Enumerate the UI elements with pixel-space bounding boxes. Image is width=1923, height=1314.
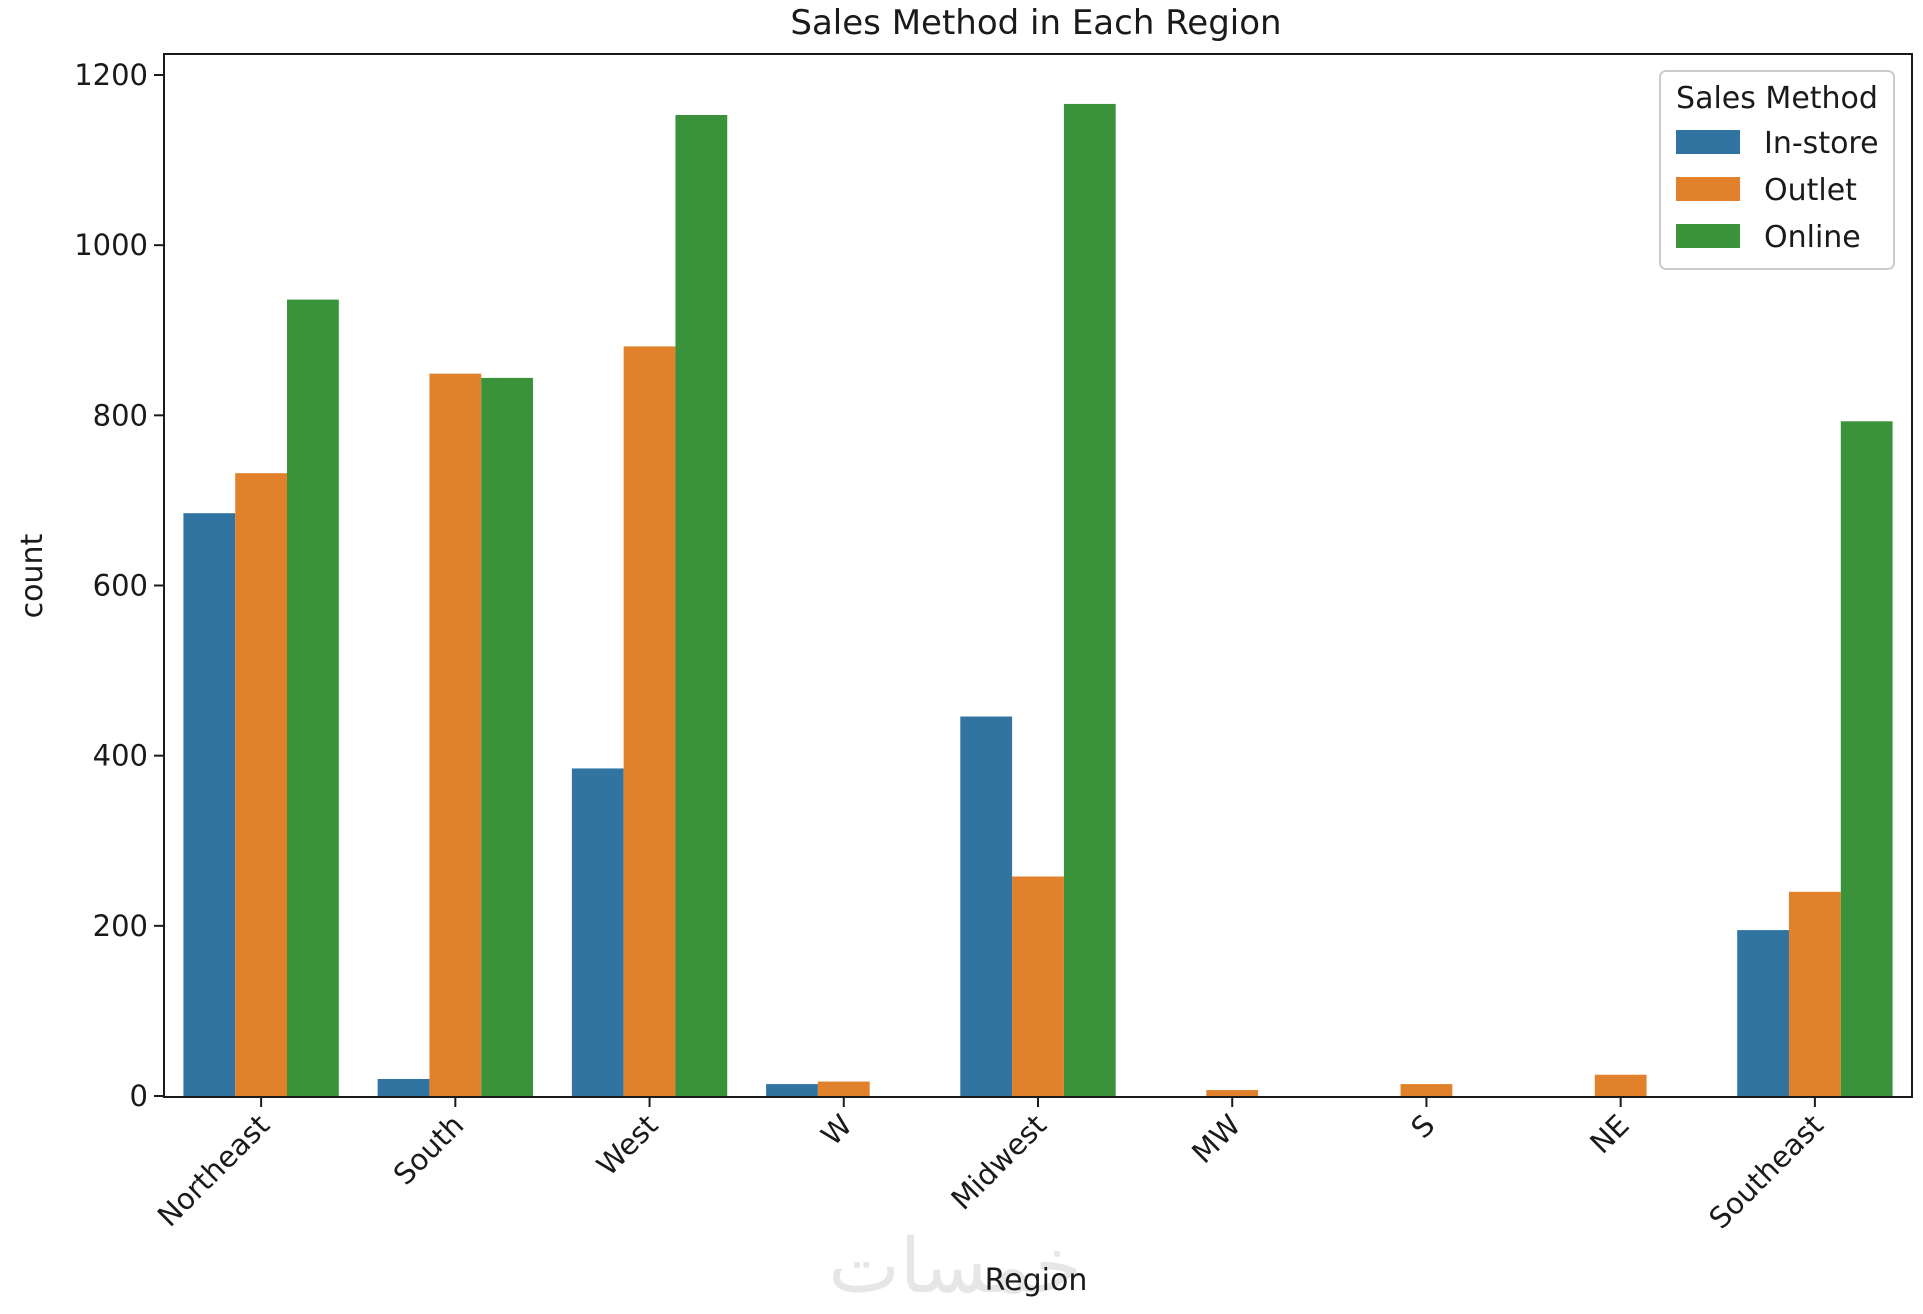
bar-outlet-ne xyxy=(1594,1074,1647,1096)
bar-online-west xyxy=(675,114,728,1097)
legend: Sales Method In-store Outlet Online xyxy=(1659,70,1895,270)
bar-in-store-northeast xyxy=(183,513,236,1096)
bar-online-southeast xyxy=(1840,421,1893,1096)
x-tick-label: NE xyxy=(1583,1108,1635,1160)
legend-box xyxy=(1659,70,1895,270)
bar-online-midwest xyxy=(1063,103,1116,1097)
legend-label: In-store xyxy=(1764,126,1879,161)
bar-outlet-northeast xyxy=(235,473,287,1096)
plot-frame xyxy=(163,53,1913,1098)
y-tick-label: 400 xyxy=(93,739,148,773)
y-tick-label: 0 xyxy=(130,1079,148,1113)
y-axis-label: count xyxy=(15,533,50,618)
bar-outlet-mw xyxy=(1206,1090,1259,1096)
bar-in-store-south xyxy=(377,1078,430,1096)
legend-label: Online xyxy=(1764,220,1861,255)
x-axis: Northeast South West W Midwest MW S NE Southeast xyxy=(151,1097,1830,1235)
y-tick-label: 200 xyxy=(93,909,148,943)
legend-swatch xyxy=(1676,177,1740,201)
bar-online-northeast xyxy=(287,299,339,1096)
legend-title: Sales Method xyxy=(1676,81,1878,116)
bar-outlet-w xyxy=(817,1081,870,1096)
y-tick-label: 1200 xyxy=(74,58,148,92)
bar-outlet-southeast xyxy=(1788,891,1841,1096)
legend-swatch xyxy=(1676,224,1740,248)
bar-in-store-southeast xyxy=(1737,930,1789,1096)
bar-in-store-w xyxy=(766,1084,818,1096)
bar-outlet-south xyxy=(429,373,482,1096)
x-tick-label: Midwest xyxy=(944,1108,1053,1217)
legend-label: Outlet xyxy=(1764,173,1857,208)
bar-online-south xyxy=(481,377,534,1096)
y-tick-label: 800 xyxy=(93,398,148,432)
x-tick-label: South xyxy=(387,1108,471,1192)
legend-swatch xyxy=(1676,130,1740,154)
chart-title: Sales Method in Each Region xyxy=(790,3,1281,43)
x-axis-label: Region xyxy=(985,1263,1088,1298)
x-tick-label: West xyxy=(590,1108,664,1182)
x-tick-label: Southeast xyxy=(1702,1108,1830,1236)
x-tick-label: MW xyxy=(1185,1108,1247,1170)
watermark: خمسات xyxy=(828,1221,1081,1310)
bar-outlet-s xyxy=(1400,1084,1453,1096)
x-tick-label: Northeast xyxy=(151,1108,276,1233)
y-tick-label: 1000 xyxy=(74,228,148,262)
x-tick-label: W xyxy=(814,1108,858,1152)
bar-outlet-midwest xyxy=(1012,876,1064,1096)
bar-in-store-west xyxy=(571,768,624,1096)
legend-items: In-store Outlet Online xyxy=(1676,126,1879,255)
bars-group xyxy=(183,103,1893,1097)
y-tick-label: 600 xyxy=(93,569,148,603)
x-tick-label: S xyxy=(1404,1108,1441,1145)
y-axis: 0 200 400 600 800 1000 1200 xyxy=(74,58,164,1113)
bar-in-store-midwest xyxy=(960,716,1013,1096)
bar-outlet-west xyxy=(623,346,676,1096)
